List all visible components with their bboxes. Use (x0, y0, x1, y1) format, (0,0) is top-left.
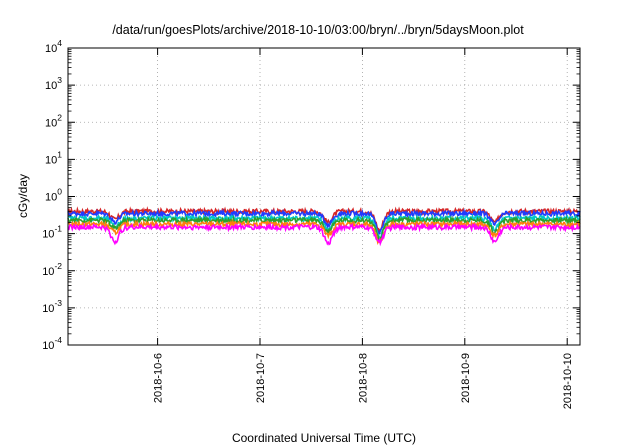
series-line (67, 218, 581, 246)
y-tick-label: 10-4 (42, 335, 62, 352)
y-tick-label: 10-3 (42, 298, 62, 315)
y-tick-label: 10-2 (42, 261, 62, 278)
chart-title: /data/run/goesPlots/archive/2018-10-10/0… (112, 23, 524, 37)
x-tick-label: 2018-10-10 (562, 353, 574, 409)
x-tick-label: 2018-10-7 (255, 353, 267, 403)
series-layer (67, 206, 581, 247)
y-tick-label: 10-1 (42, 224, 62, 241)
y-tick-label: 102 (45, 112, 62, 129)
series-line (67, 221, 581, 247)
y-tick-label: 103 (45, 75, 62, 92)
axis-ticks (68, 47, 580, 346)
x-tick-labels: 2018-10-6 2018-10-7 2018-10-8 2018-10-9 2018… (153, 353, 575, 409)
x-tick-label: 2018-10-8 (357, 353, 369, 403)
y-tick-labels: 10-4 10-3 10-2 10-1 100 101 102 103 104 (42, 38, 62, 352)
grid (68, 48, 580, 345)
y-tick-label: 100 (45, 187, 62, 204)
x-tick-label: 2018-10-9 (460, 353, 472, 403)
y-tick-label: 101 (45, 149, 62, 166)
x-tick-label: 2018-10-6 (153, 353, 165, 403)
y-axis-label: cGy/day (16, 174, 30, 218)
y-tick-label: 104 (45, 38, 62, 55)
x-axis-label: Coordinated Universal Time (UTC) (232, 431, 416, 445)
